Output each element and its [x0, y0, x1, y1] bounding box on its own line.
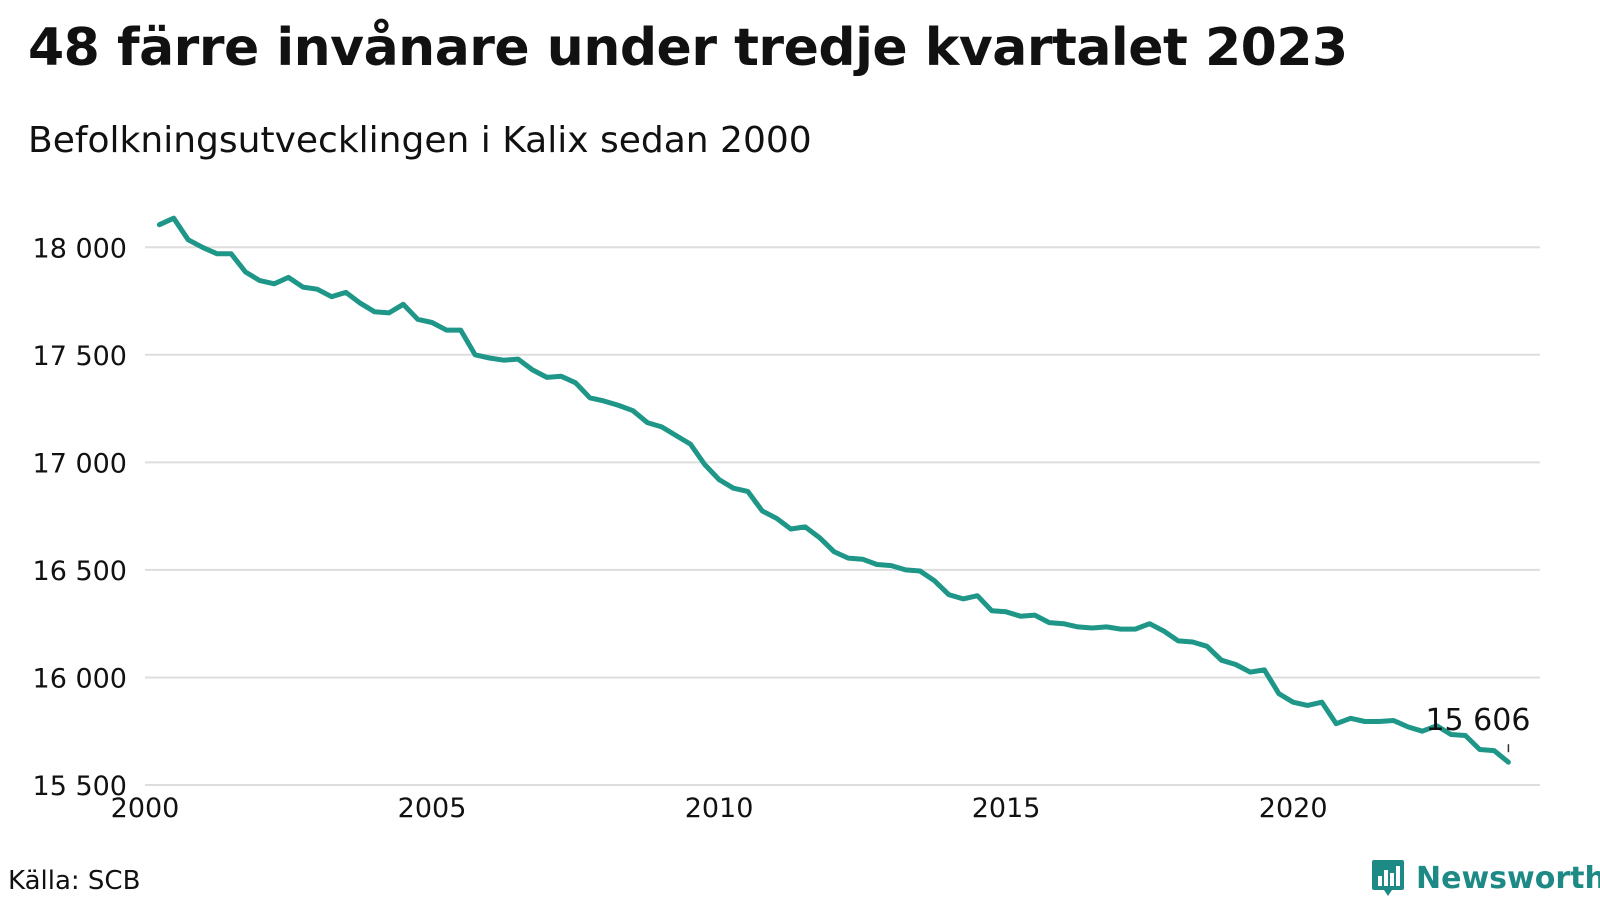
source-note: Källa: SCB	[8, 866, 141, 896]
grid-lines	[145, 246, 1540, 786]
x-tick-label: 2005	[398, 793, 467, 824]
bar-chart-icon	[1372, 860, 1404, 896]
annotation-label: 15 606	[1425, 703, 1530, 738]
x-axis-ticks: 2000 2005 2010 2015 2020	[111, 793, 1328, 824]
y-tick-label: 17 000	[33, 448, 127, 479]
x-tick-label: 2020	[1259, 793, 1328, 824]
x-tick-label: 2015	[972, 793, 1041, 824]
x-tick-label: 2010	[685, 793, 754, 824]
y-tick-label: 18 000	[33, 233, 127, 264]
page-title: 48 färre invånare under tredje kvartalet…	[28, 18, 1348, 78]
brand-logo: Newsworthy	[1370, 858, 1600, 898]
series-layer	[156, 215, 1511, 765]
y-tick-label: 17 500	[33, 341, 127, 372]
annotation-layer: 15 606	[1425, 703, 1530, 753]
y-tick-label: 16 500	[33, 556, 127, 587]
series-line	[156, 215, 1511, 765]
brand-name: Newsworthy	[1416, 860, 1600, 896]
y-tick-label: 16 000	[33, 663, 127, 694]
y-axis-ticks: 15 500 16 000 16 500 17 000 17 500 18 000	[33, 233, 127, 802]
chart-subtitle: Befolkningsutvecklingen i Kalix sedan 20…	[28, 120, 812, 161]
x-tick-label: 2000	[111, 793, 180, 824]
y-tick-label: 15 500	[33, 771, 127, 802]
